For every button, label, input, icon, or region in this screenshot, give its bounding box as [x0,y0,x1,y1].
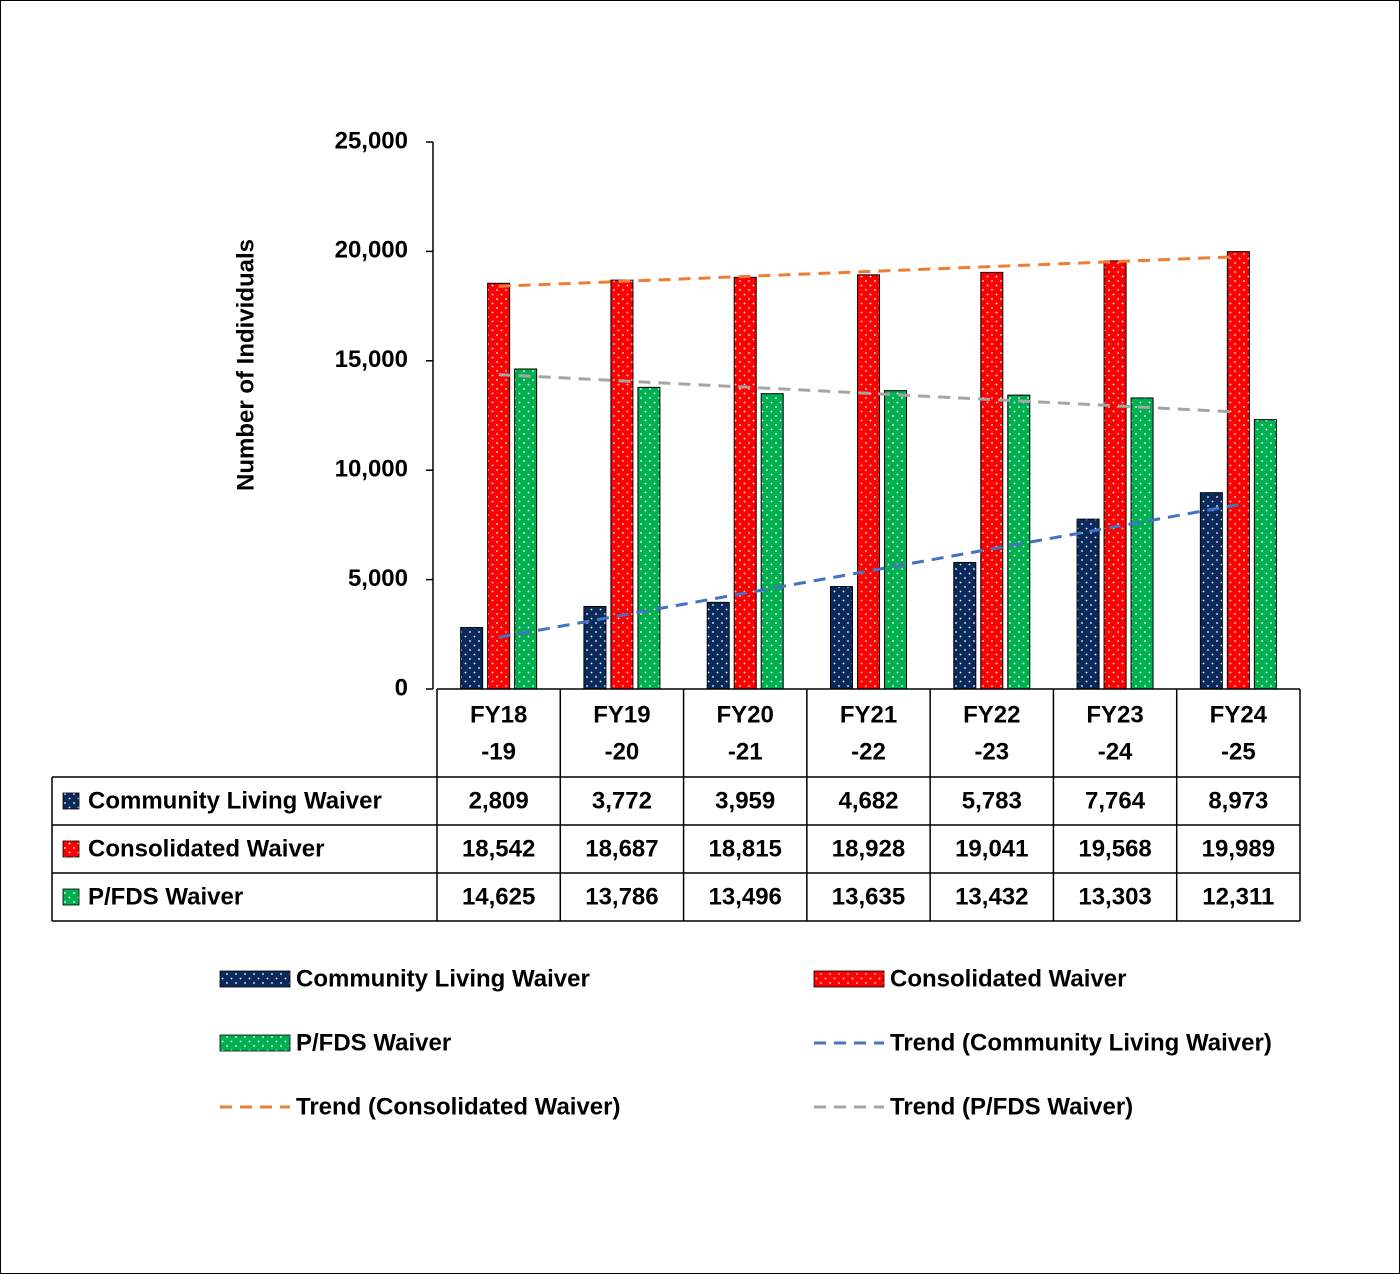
table-value: 12,311 [1202,883,1274,910]
x-tick-label: -24 [1098,738,1133,765]
bar [733,276,757,690]
x-tick-label: FY24 [1210,701,1268,728]
legend-label: P/FDS Waiver [296,1029,451,1056]
table-value: 3,772 [592,787,652,814]
bar [1199,492,1223,690]
y-tick-label: 20,000 [335,237,408,264]
table-value: 18,928 [832,835,905,862]
bar [637,386,661,690]
table-value: 13,303 [1078,883,1151,910]
y-tick-label: 5,000 [348,565,408,592]
legend-key [219,1034,291,1052]
table-value: 5,783 [962,787,1022,814]
bar [706,601,730,690]
bar [1103,260,1127,690]
bar [830,586,853,690]
table-value: 3,959 [715,787,775,814]
bar [1253,419,1277,690]
table-value: 13,786 [585,883,658,910]
x-tick-label: FY23 [1086,701,1143,728]
row-label: P/FDS Waiver [88,883,243,910]
table-value: 14,625 [462,883,535,910]
x-tick-label: -25 [1221,738,1256,765]
row-label: Community Living Waiver [88,787,382,814]
x-tick-label: -21 [728,738,763,765]
x-tick-label: -22 [851,738,886,765]
bar [760,393,784,690]
trend-line [498,503,1239,639]
legend-key [62,888,80,906]
bar [1076,518,1100,690]
bar [487,282,511,690]
table-value: 13,496 [709,883,782,910]
legend-key [62,792,80,810]
bar [884,390,907,690]
bar [1007,394,1031,690]
bar [1226,251,1250,690]
x-tick-label: FY20 [717,701,774,728]
legend-label: Trend (Consolidated Waiver) [296,1093,620,1120]
x-tick-label: FY19 [593,701,650,728]
table-value: 18,542 [462,835,535,862]
legend-label: Trend (P/FDS Waiver) [890,1093,1133,1120]
y-tick-label: 10,000 [335,456,408,483]
legend-key [813,970,885,988]
bar [460,627,484,690]
legend-label: Trend (Community Living Waiver) [890,1029,1272,1056]
x-tick-label: -19 [481,738,516,765]
bar [857,274,880,690]
y-tick-label: 15,000 [335,346,408,373]
table-value: 18,815 [709,835,782,862]
bar [514,368,538,690]
bar [953,561,977,690]
trend-line [498,255,1239,288]
table-value: 19,041 [955,835,1028,862]
x-tick-label: -23 [974,738,1009,765]
x-tick-label: FY22 [963,701,1020,728]
table-value: 2,809 [469,787,529,814]
legend-key [219,970,291,988]
legend-label: Community Living Waiver [296,965,590,992]
y-tick-label: 25,000 [335,127,408,154]
table-value: 7,764 [1085,787,1146,814]
table-value: 19,989 [1202,835,1275,862]
table-value: 19,568 [1078,835,1151,862]
legend-key [62,840,80,858]
x-tick-label: FY21 [840,701,897,728]
table-value: 13,432 [955,883,1028,910]
trend-line [498,373,1239,414]
x-tick-label: -20 [605,738,640,765]
legend-label: Consolidated Waiver [890,965,1126,992]
row-label: Consolidated Waiver [88,835,324,862]
table-value: 8,973 [1208,787,1268,814]
table-value: 18,687 [585,835,658,862]
table-value: 13,635 [832,883,905,910]
bar [610,279,634,690]
table-value: 4,682 [838,787,898,814]
bar [1130,397,1154,690]
y-tick-label: 0 [395,674,408,701]
y-axis-title: Number of Individuals [232,239,259,491]
x-tick-label: FY18 [470,701,527,728]
bar [980,271,1004,690]
